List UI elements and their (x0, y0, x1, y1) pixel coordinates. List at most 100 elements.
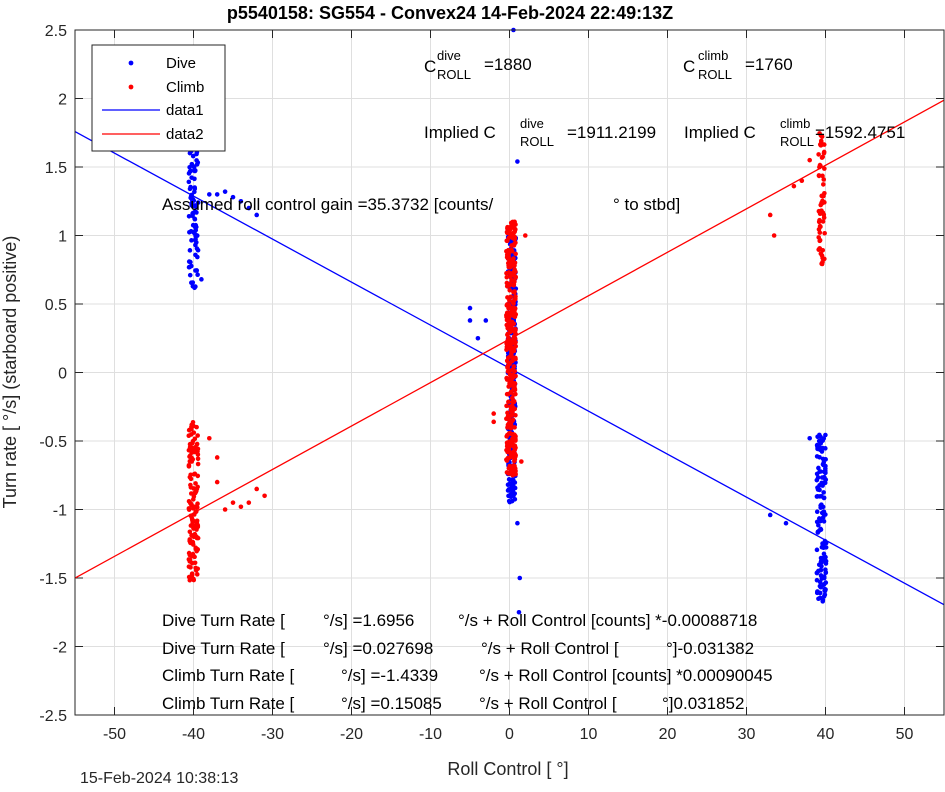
c-climb-annotation: C climb ROLL =1760 (683, 48, 793, 82)
x-tick-label: -30 (261, 726, 284, 743)
point-climb (512, 279, 517, 285)
point-climb (506, 360, 512, 366)
point-dive (195, 247, 201, 253)
point-climb (508, 390, 514, 395)
point-climb (195, 456, 201, 462)
point-climb (189, 553, 195, 559)
point-dive (807, 435, 812, 441)
point-climb (186, 550, 192, 556)
point-dive (820, 597, 826, 603)
point-climb (507, 372, 513, 378)
svg-text:C: C (424, 57, 436, 76)
point-climb (509, 413, 514, 418)
point-dive (467, 305, 473, 311)
svg-text:C: C (683, 57, 695, 76)
point-climb (512, 381, 518, 386)
legend-label-data2: data2 (166, 126, 204, 143)
point-climb (505, 238, 510, 244)
point-climb (508, 431, 513, 436)
point-climb (505, 332, 510, 338)
x-tick-label: -40 (182, 726, 205, 743)
point-dive (192, 285, 197, 291)
svg-text:=1592.4751: =1592.4751 (815, 123, 905, 142)
point-dive (823, 432, 828, 438)
point-climb (506, 399, 511, 405)
point-climb (246, 500, 252, 505)
point-climb (819, 201, 825, 206)
point-dive (194, 210, 199, 215)
svg-text:ROLL: ROLL (520, 134, 554, 149)
point-climb (190, 497, 196, 502)
point-climb (191, 423, 196, 429)
point-climb (822, 166, 827, 171)
point-dive (193, 236, 198, 242)
plot-border (74, 29, 945, 716)
point-climb (512, 236, 517, 242)
point-climb (222, 507, 228, 512)
x-tick-label: -50 (103, 726, 126, 743)
point-climb (193, 447, 199, 453)
svg-text:°/s + Roll Control [counts] *0: °/s + Roll Control [counts] *0.00090045 (479, 666, 773, 685)
point-climb (191, 518, 197, 524)
point-dive (222, 189, 228, 194)
point-dive (191, 229, 196, 235)
point-dive (820, 438, 826, 443)
point-dive (191, 164, 197, 169)
point-dive (819, 544, 825, 550)
point-dive (193, 224, 199, 230)
point-climb (513, 331, 518, 337)
svg-text:Assumed roll control gain =35.: Assumed roll control gain =35.3732 [coun… (162, 195, 494, 214)
point-climb (506, 230, 512, 236)
point-climb (190, 420, 196, 425)
point-dive (823, 466, 828, 471)
point-climb (508, 273, 513, 279)
point-dive (815, 475, 821, 480)
implied-climb-annotation: Implied C climb ROLL =1592.4751 (684, 116, 905, 149)
point-dive (816, 596, 821, 602)
y-tick-label: 1.5 (45, 160, 67, 177)
point-climb (821, 177, 827, 182)
point-climb (509, 351, 514, 357)
point-dive (816, 465, 821, 471)
point-climb (513, 294, 518, 299)
svg-text:dive: dive (437, 48, 461, 63)
svg-text:ROLL: ROLL (698, 67, 732, 82)
point-climb (192, 531, 198, 537)
point-dive (821, 495, 827, 501)
point-climb (207, 435, 212, 441)
svg-text:°/s] =0.15085: °/s] =0.15085 (341, 694, 442, 713)
point-dive (816, 522, 821, 528)
point-climb (505, 364, 510, 370)
point-dive (823, 567, 828, 572)
svg-text:ROLL: ROLL (780, 134, 814, 149)
point-climb (511, 399, 517, 405)
point-dive (767, 512, 773, 518)
point-dive (820, 515, 826, 520)
point-climb (491, 411, 497, 416)
svg-text:climb: climb (780, 116, 810, 131)
point-dive (483, 318, 489, 323)
svg-text:climb: climb (698, 48, 728, 63)
point-climb (817, 237, 823, 243)
point-climb (186, 427, 192, 433)
point-climb (512, 290, 517, 295)
point-climb (510, 405, 516, 410)
point-climb (817, 223, 823, 229)
point-climb (504, 341, 509, 346)
x-tick-label: 50 (896, 726, 914, 743)
point-dive (189, 194, 194, 200)
point-dive (821, 519, 827, 524)
point-dive (820, 511, 826, 516)
point-climb (214, 479, 220, 485)
legend-marker-dive (128, 60, 134, 66)
point-climb (505, 295, 510, 300)
point-climb (821, 182, 826, 187)
point-dive (195, 200, 201, 205)
svg-text:=1880: =1880 (484, 55, 532, 74)
point-climb (194, 572, 200, 577)
point-dive (815, 494, 820, 499)
point-climb (817, 230, 823, 235)
point-climb (507, 287, 513, 293)
point-dive (187, 248, 193, 253)
point-climb (254, 486, 259, 492)
